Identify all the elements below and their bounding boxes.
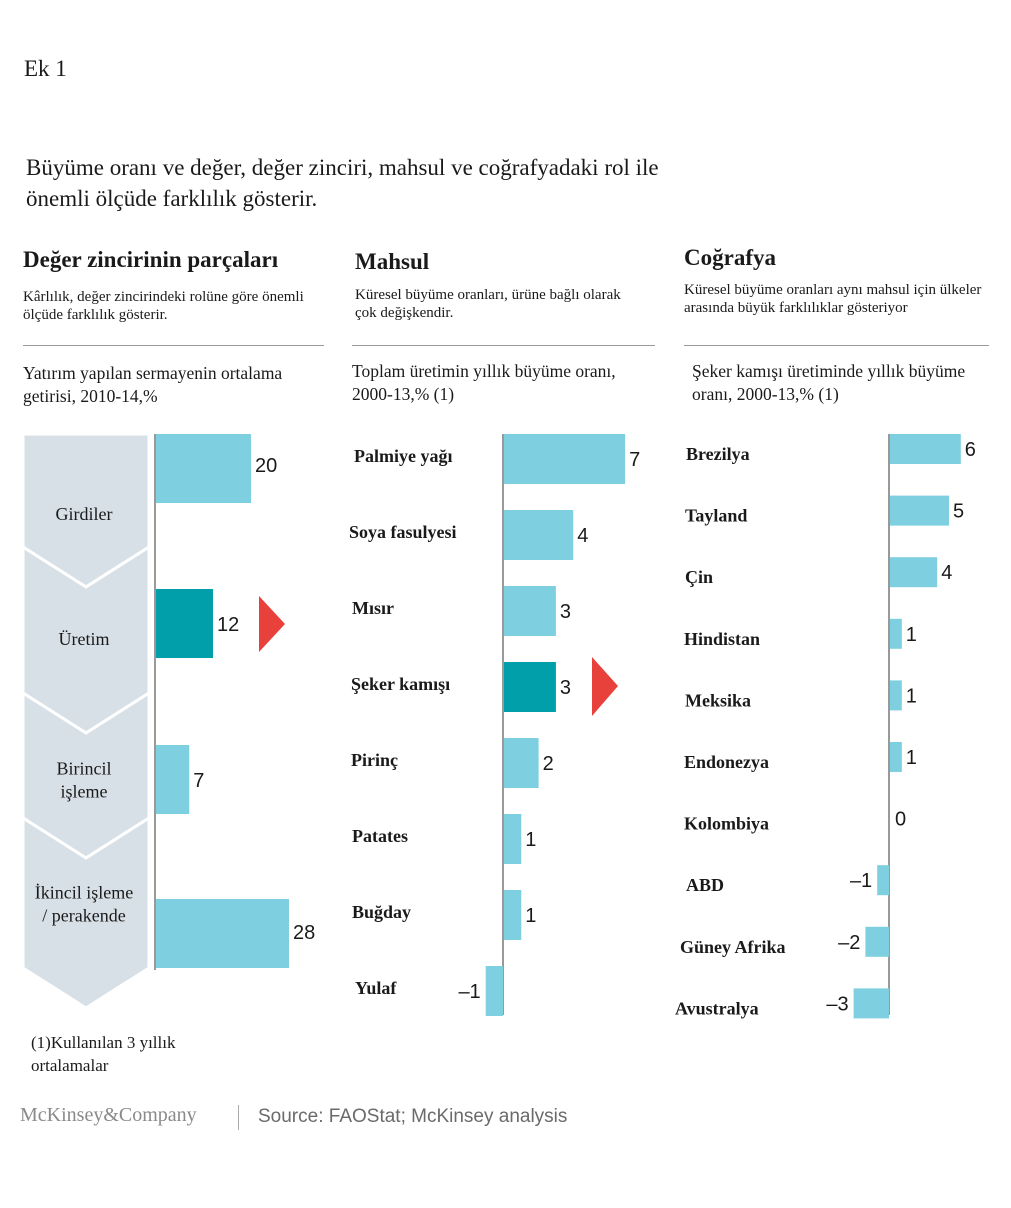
bar-palmiye-yagi (504, 434, 626, 484)
bar-cin (890, 557, 938, 588)
value-chain-chart: 20 12 7 28 (154, 434, 315, 970)
value-chain-metric: Yatırım yapılan sermayenin ortalama geti… (23, 363, 283, 406)
bar-guney-afrika (865, 926, 889, 957)
bar-yulaf (485, 966, 503, 1016)
bar-birincil-isleme (156, 745, 190, 814)
value-chain-divider (23, 345, 324, 346)
value-label-meksika: 1 (906, 685, 917, 707)
value-label-brezilya: 6 (965, 439, 976, 461)
value-label-seker-kamisi: 3 (560, 677, 571, 699)
stage-label-birincil-isleme: Birincil (57, 759, 112, 779)
value-label-birincil-isleme: 7 (193, 770, 204, 792)
geography-chart: Brezilya 6 Tayland 5 Çin 4 Hindistan 1 Meksika 1 E… (675, 434, 976, 1019)
source-note: Source: FAOStat; McKinsey analysis (258, 1106, 568, 1127)
category-label-hindistan: Hindistan (684, 629, 760, 649)
value-label-soya-fasulyesi: 4 (577, 525, 588, 547)
stage-label-uretim: Üretim (59, 629, 110, 649)
category-label-kolombiya: Kolombiya (684, 814, 769, 834)
value-label-yulaf: –1 (458, 981, 480, 1003)
value-label-misir: 3 (560, 601, 571, 623)
headline: Büyüme oranı ve değer, değer zinciri, ma… (26, 155, 659, 211)
value-label-ikincil-isleme-perakende: 28 (293, 922, 315, 944)
value-label-pirinc: 2 (543, 753, 554, 775)
category-label-patates: Patates (352, 826, 408, 846)
bar-abd (877, 865, 889, 896)
bar-misir (504, 586, 556, 636)
bar-brezilya (890, 434, 961, 464)
crops-divider (352, 345, 655, 346)
value-label-patates: 1 (525, 829, 536, 851)
crops-metric: Toplam üretimin yıllık büyüme oranı, 200… (352, 361, 616, 404)
category-label-endonezya: Endonezya (684, 752, 769, 772)
crops-subtitle: Küresel büyüme oranları, ürüne bağlı ola… (355, 287, 621, 321)
value-chain-chevrons: Girdiler Üretim Birincil işleme İkincil işle… (21, 432, 151, 1010)
geography-subtitle: Küresel büyüme oranları aynı mahsul için… (684, 282, 982, 316)
value-chain-title: Değer zincirinin parçaları (23, 247, 279, 272)
value-chain-subtitle: Kârlılık, değer zincirindeki rolüne göre… (23, 289, 304, 323)
category-label-seker-kamisi: Şeker kamışı (351, 674, 450, 694)
value-label-bugday: 1 (525, 905, 536, 927)
bar-avustralya (853, 988, 889, 1019)
value-label-abd: –1 (850, 870, 872, 892)
category-label-misir: Mısır (352, 598, 394, 618)
bar-tayland (890, 495, 949, 526)
chevron-stage-ikincil-isleme-perakende (21, 815, 151, 1010)
value-label-guney-afrika: –2 (838, 932, 860, 954)
exhibit-label: Ek 1 (24, 56, 67, 81)
stage-label-girdiler: Girdiler (56, 504, 113, 524)
category-label-yulaf: Yulaf (355, 978, 397, 998)
brand-logo: McKinsey&Company (20, 1104, 197, 1126)
brand-separator (238, 1105, 239, 1130)
value-label-uretim: 12 (217, 614, 239, 636)
bar-seker-kamisi (504, 662, 556, 712)
highlight-arrow-icon (259, 596, 285, 652)
bar-ikincil-isleme-perakende (156, 899, 289, 968)
bar-endonezya (890, 742, 902, 772)
bar-uretim (156, 589, 213, 658)
bar-soya-fasulyesi (504, 510, 574, 560)
bar-patates (504, 814, 522, 864)
category-label-tayland: Tayland (685, 506, 747, 526)
category-label-soya-fasulyesi: Soya fasulyesi (349, 522, 457, 542)
crops-chart: Palmiye yağı 7 Soya fasulyesi 4 Mısır 3 Şeker … (349, 434, 640, 1016)
bar-girdiler (156, 434, 251, 503)
bar-bugday (504, 890, 522, 940)
bar-pirinc (504, 738, 539, 788)
value-label-tayland: 5 (953, 501, 964, 523)
value-label-hindistan: 1 (906, 624, 917, 646)
stage-label-birincil-isleme: işleme (61, 782, 108, 802)
geography-divider (684, 345, 989, 346)
bar-hindistan (890, 618, 902, 649)
crops-title: Mahsul (355, 249, 430, 274)
value-label-palmiye-yagi: 7 (629, 449, 640, 471)
value-label-avustralya: –3 (826, 993, 848, 1015)
value-label-cin: 4 (941, 562, 952, 584)
value-label-kolombiya: 0 (895, 809, 906, 831)
stage-label-ikincil-isleme-perakende: / perakende (42, 906, 125, 926)
value-label-endonezya: 1 (906, 747, 917, 769)
category-label-meksika: Meksika (685, 690, 751, 710)
footnote: (1)Kullanılan 3 yıllık ortalamalar (31, 1033, 176, 1075)
category-label-guney-afrika: Güney Afrika (680, 937, 786, 957)
category-label-abd: ABD (686, 875, 724, 895)
category-label-avustralya: Avustralya (675, 998, 759, 1018)
geography-title: Coğrafya (684, 245, 776, 270)
category-label-brezilya: Brezilya (686, 444, 750, 464)
bar-meksika (890, 680, 902, 711)
geography-metric: Şeker kamışı üretiminde yıllık büyüme or… (692, 361, 966, 404)
category-label-palmiye-yagi: Palmiye yağı (354, 446, 452, 466)
category-label-pirinc: Pirinç (351, 750, 398, 770)
value-label-girdiler: 20 (255, 455, 277, 477)
category-label-cin: Çin (685, 567, 713, 587)
stage-label-ikincil-isleme-perakende: İkincil işleme (35, 883, 133, 903)
highlight-arrow-icon (592, 657, 618, 716)
category-label-bugday: Buğday (352, 902, 411, 922)
